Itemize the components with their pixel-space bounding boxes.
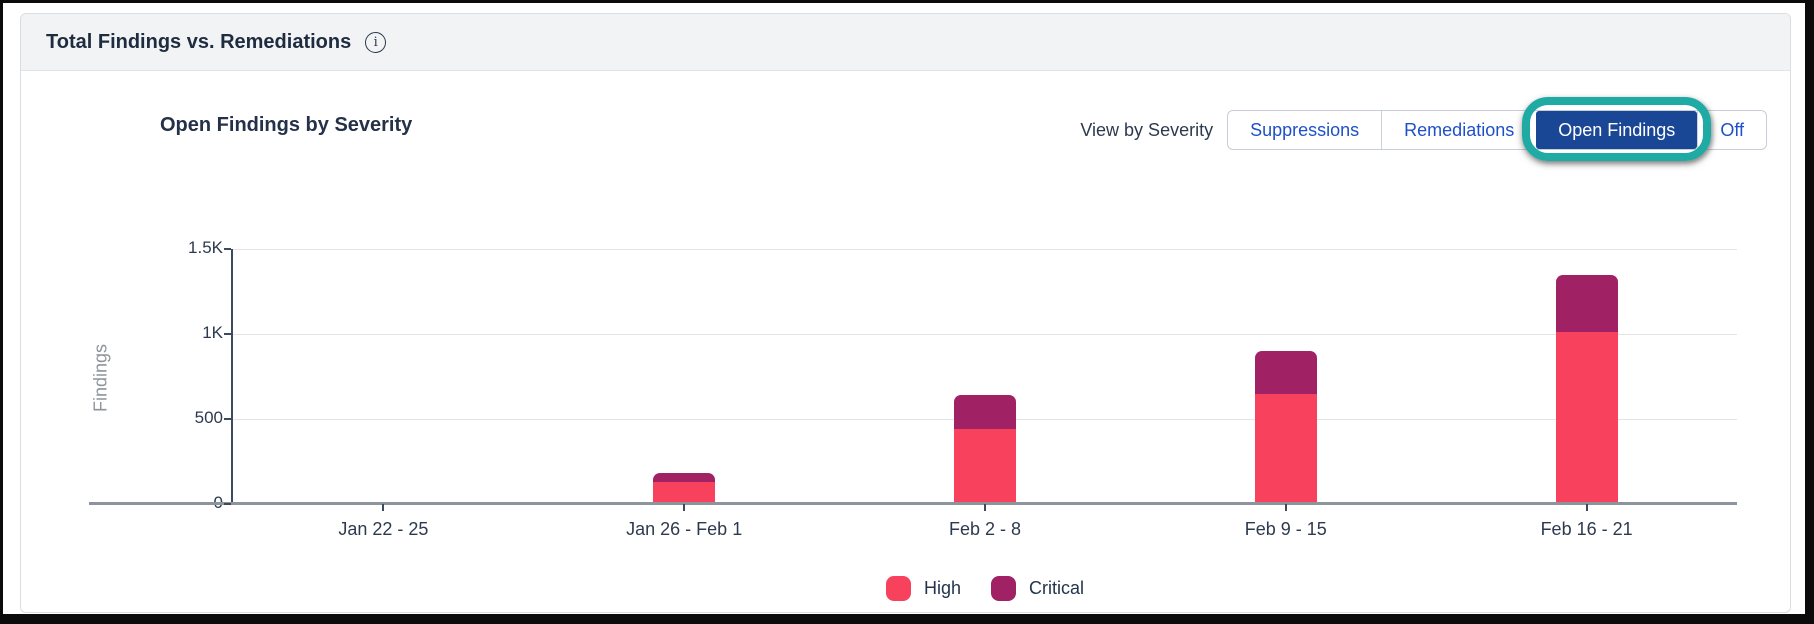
y-axis-title: Findings: [90, 343, 111, 413]
y-tick-mark-1.5K: [224, 248, 231, 250]
card-title: Total Findings vs. Remediations: [46, 30, 352, 53]
view-controls: View by Severity Suppressions Remediation…: [1080, 97, 1767, 161]
view-toggle-group: Suppressions Remediations Open Findings Off: [1227, 97, 1767, 161]
toggle-wrap-suppressions: Suppressions: [1228, 111, 1381, 149]
x-axis-label: Feb 2 - 8: [948, 519, 1022, 539]
bar-segment-high[interactable]: [653, 481, 716, 504]
bar-feb-16---21: [1555, 274, 1618, 504]
x-tick-2: [984, 504, 986, 511]
bar-segment-critical[interactable]: [954, 395, 1016, 430]
toggle-remediations-button[interactable]: Remediations: [1381, 111, 1536, 149]
legend-item-critical[interactable]: Critical: [991, 576, 1084, 601]
total-findings-card: Total Findings vs. Remediations i Open F…: [20, 13, 1791, 613]
toggle-wrap-open-findings: Open Findings: [1522, 97, 1712, 161]
bar-segment-critical[interactable]: [1254, 351, 1317, 394]
toggle-suppressions-button[interactable]: Suppressions: [1228, 111, 1381, 149]
bar-segment-high[interactable]: [1254, 393, 1317, 504]
y-tick-label-500: 500: [194, 408, 223, 427]
y-tick-label-1K: 1K: [202, 323, 223, 342]
bar-feb-2---8: [954, 395, 1016, 504]
y-tick-mark-1K: [224, 333, 231, 335]
x-axis-label: Jan 26 - Feb 1: [626, 519, 743, 539]
gridline-1.5K: [233, 249, 1737, 250]
bar-segment-high[interactable]: [1555, 332, 1618, 504]
legend-swatch-high: [885, 576, 911, 601]
y-tick-label-1.5K: 1.5K: [188, 238, 223, 257]
card-header: Total Findings vs. Remediations i: [21, 14, 1790, 71]
x-tick-1: [683, 504, 686, 511]
x-axis-label: Feb 9 - 15: [1244, 519, 1327, 539]
plot-area: [233, 249, 1737, 504]
y-axis-line: [231, 249, 233, 504]
view-by-severity-label: View by Severity: [1080, 119, 1214, 140]
bar-segment-critical[interactable]: [653, 472, 716, 482]
info-icon[interactable]: i: [365, 31, 387, 53]
gridline-1K: [233, 334, 1737, 335]
x-tick-4: [1585, 504, 1588, 511]
x-tick-3: [1284, 504, 1287, 511]
chart-title: Open Findings by Severity: [160, 114, 413, 136]
legend-swatch-critical: [991, 576, 1016, 601]
x-axis-label: Feb 16 - 21: [1540, 519, 1633, 539]
x-axis-line: [89, 502, 1737, 505]
legend-item-high[interactable]: High: [885, 576, 961, 601]
x-tick-0: [382, 504, 385, 511]
bar-segment-critical[interactable]: [1555, 274, 1618, 333]
x-axis-label: Jan 22 - 25: [338, 519, 429, 539]
bar-segment-high[interactable]: [954, 429, 1016, 504]
bar-jan-26---feb-1: [653, 472, 716, 504]
y-tick-mark-0: [224, 503, 231, 505]
toggle-off-button[interactable]: Off: [1697, 111, 1766, 149]
chart-legend: High Critical: [233, 576, 1737, 601]
y-tick-mark-500: [224, 418, 231, 420]
toggle-wrap-remediations: Remediations: [1381, 111, 1536, 149]
legend-label-high: High: [923, 578, 961, 598]
toggle-open-findings-button[interactable]: Open Findings: [1536, 111, 1698, 149]
bar-feb-9---15: [1254, 351, 1317, 504]
legend-label-critical: Critical: [1029, 578, 1085, 598]
toggle-wrap-off: Off: [1697, 111, 1766, 149]
